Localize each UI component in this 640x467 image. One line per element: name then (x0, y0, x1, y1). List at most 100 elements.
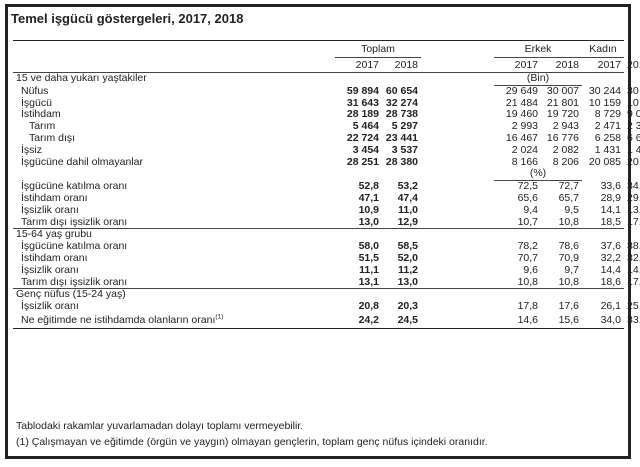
footnote-marker: (1) (215, 313, 224, 321)
section-label: 15 ve daha yukarı yaştakiler (13, 72, 335, 86)
footnote-rounding: Tablodaki rakamlar yuvarlamadan dolayı t… (16, 420, 304, 432)
value-male-2017: 16 467 (505, 131, 539, 144)
value-male-2017: 14,6 (494, 312, 542, 329)
row-label: İstihdam (13, 108, 335, 121)
table-row: Ne eğitimde ne istihdamda olanların oran… (13, 312, 640, 329)
row-label: Nüfus (13, 85, 335, 97)
value-male-2017: 70,7 (517, 251, 539, 264)
value-male-2018: 8 206 (552, 155, 580, 168)
value-total-2017: 10,9 (358, 203, 379, 216)
labour-indicators-table: ToplamErkekKadın201720182017201820172018… (13, 40, 640, 329)
group-header-female: Kadın (582, 40, 625, 58)
value-female-2017: 8 729 (594, 108, 622, 121)
value-female-2017: 10 159 (588, 96, 622, 109)
table-cell (382, 72, 422, 86)
value-male-2017: 2 024 (511, 143, 539, 156)
value-total-2017: 24,2 (335, 312, 382, 329)
row-label: İşsiz (13, 143, 335, 157)
value-female-2017: 20 085 (588, 155, 622, 168)
table-cell (421, 241, 494, 253)
table-cell (421, 145, 494, 157)
section-row-youth: Genç nüfus (15-24 yaş) (13, 288, 625, 302)
row-label-text: İşsiz (21, 143, 42, 156)
table-row: İşgücüne katılma oranı 52,8 53,2 72,5 72,7 33… (13, 179, 640, 193)
value-male-2018: 10,8 (558, 275, 580, 288)
value-male-2017: 9,6 (523, 263, 539, 276)
value-total-2017: 13,1 (358, 275, 379, 288)
value-male-2018: 2 943 (552, 120, 580, 133)
value-total-2018: 28 380 (385, 155, 419, 168)
table-row: İşgücüne katılma oranı 58,0 58,5 78,2 78,6 37… (13, 240, 640, 253)
table-cell (421, 253, 494, 265)
value-total-2017: 52,8 (358, 179, 379, 192)
value-male-2018: 65,7 (558, 191, 580, 204)
table-cell (421, 265, 494, 277)
value-male-2017: 10,7 (517, 215, 539, 228)
value-total-2018: 12,9 (397, 215, 419, 228)
value-female-2017: 6 258 (594, 131, 622, 144)
table-cell (421, 109, 494, 121)
table-cell (13, 58, 278, 73)
value-total-2018: 60 654 (385, 84, 419, 97)
value-male-2017: 17,8 (517, 300, 539, 313)
value-total-2017: 13,0 (358, 215, 379, 228)
value-male-2017: 78,2 (517, 240, 539, 253)
value-male-2017: 65,6 (517, 191, 539, 204)
value-total-2018: 13,0 (397, 275, 419, 288)
value-male-2017: 2 993 (511, 120, 539, 133)
table-cell (421, 277, 494, 289)
row-label: İşgücü (13, 97, 335, 110)
value-male-2018: 2 082 (552, 143, 580, 156)
value-male-2018: 70,9 (558, 251, 580, 264)
value-female-2017: 2 471 (594, 120, 622, 133)
section-row-15plus: 15 ve daha yukarı yaştakiler (Bin) (13, 72, 625, 86)
value-female-2017: 33,6 (600, 179, 622, 192)
table-cell (278, 40, 335, 58)
value-female-2017: 18,5 (600, 215, 622, 228)
row-label: İşgücüne katılma oranı (13, 240, 335, 253)
value-total-2017: 22 724 (346, 131, 379, 144)
row-label: İşgücüne dahil olmayanlar (13, 156, 335, 169)
value-total-2018: 11,0 (398, 203, 419, 216)
value-male-2017: 10,8 (517, 275, 539, 288)
value-male-2018: 17,6 (558, 300, 580, 313)
table-cell (278, 168, 335, 180)
unit-row-percent: (%) (13, 167, 624, 182)
value-total-2018: 28 738 (385, 108, 419, 121)
row-label: İşsizlik oranı (13, 300, 335, 313)
table-cell (582, 168, 624, 180)
value-male-2018: 78,6 (558, 240, 580, 253)
row-label-text: İstihdam oranı (21, 191, 88, 204)
row-label-text: İstihdam oranı (21, 251, 88, 264)
value-female-2017: 37,6 (600, 240, 622, 253)
row-label-text: İşsizlik oranı (21, 203, 79, 216)
row-label-text: Tarım dışı işsizlik oranı (21, 275, 128, 288)
group-header-male: Erkek (494, 40, 583, 58)
row-label: İşsizlik oranı (13, 264, 335, 277)
value-total-2018: 52,0 (397, 251, 419, 264)
table-cell (13, 168, 278, 180)
table-row: Tarım dışı 22 724 23 441 16 467 16 776 6 258 6… (13, 131, 640, 145)
row-label-text: İstihdam (21, 108, 61, 121)
value-female-2017: 32,2 (600, 251, 622, 264)
value-male-2017: 72,5 (517, 180, 539, 193)
row-label-text: Nüfus (21, 84, 49, 97)
value-total-2018: 23 441 (385, 131, 419, 144)
value-female-2017: 30 244 (588, 84, 622, 97)
row-label: İşsizlik oranı (13, 203, 335, 217)
section-label: 15-64 yaş grubu (13, 228, 625, 242)
row-label-text: Tarım dışı (29, 131, 76, 144)
value-male-2018: 16 776 (546, 131, 580, 144)
year-header: 2017 (335, 57, 382, 73)
value-male-2018: 15,6 (541, 312, 583, 329)
group-header-row: Toplam Erkek Kadın (13, 40, 625, 58)
table-cell (421, 133, 494, 145)
table-cell (335, 72, 382, 86)
value-male-2017: 8 166 (511, 155, 539, 168)
value-total-2018: 5 297 (391, 120, 419, 133)
value-total-2017: 20,8 (358, 300, 379, 313)
table-cell (421, 193, 494, 205)
row-label-text: Ne eğitimde ne istihdamda olanların oran… (21, 313, 216, 326)
